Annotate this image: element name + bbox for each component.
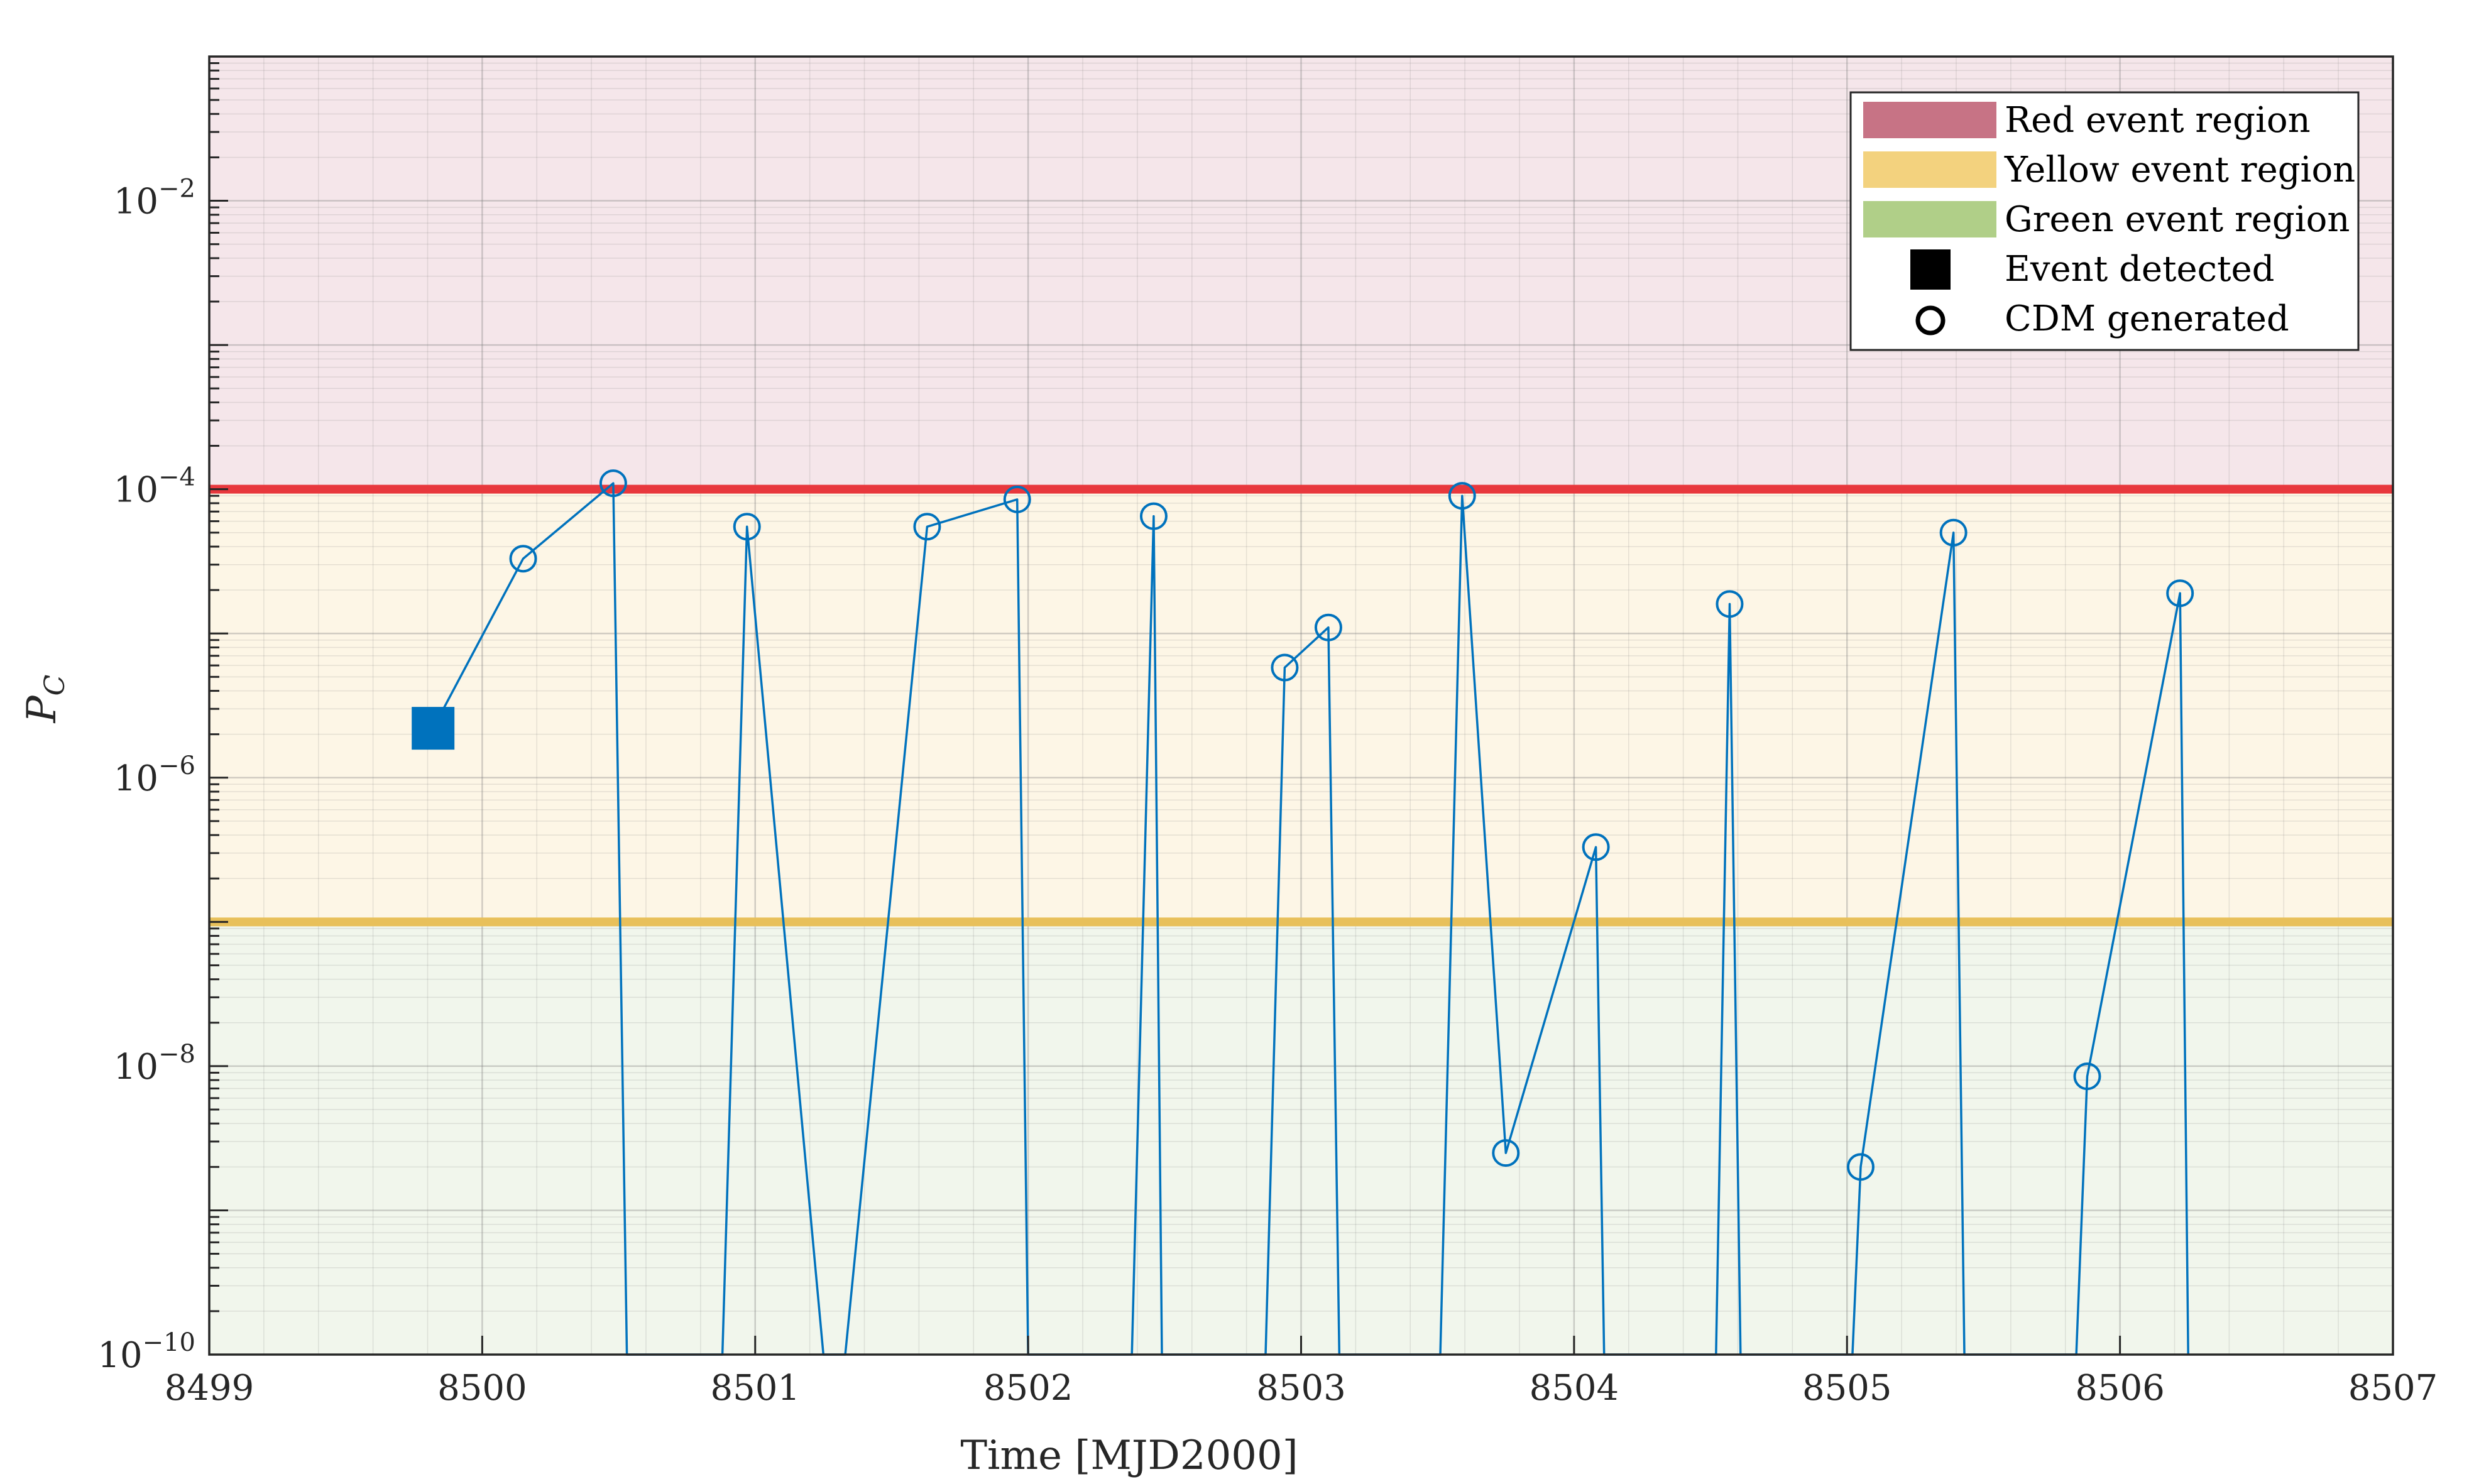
x-tick-label: 8503 xyxy=(1256,1368,1346,1409)
legend-circle-marker xyxy=(1915,305,1946,336)
legend-label: Green event region xyxy=(2005,199,2350,240)
y-tick-label: 10−10 xyxy=(97,1328,195,1376)
y-tick-label: 10−4 xyxy=(114,463,195,511)
y-tick-label-base: 10 xyxy=(114,1047,158,1088)
event-detected-marker xyxy=(412,707,455,750)
x-tick-label: 8505 xyxy=(1802,1368,1892,1409)
legend-label: Event detected xyxy=(2005,249,2275,290)
x-tick-label: 8504 xyxy=(1530,1368,1619,1409)
pc-series xyxy=(412,469,2194,1356)
cdm-marker xyxy=(1314,613,1342,641)
y-tick-label-exponent: −4 xyxy=(158,463,195,492)
cdm-marker xyxy=(599,469,627,498)
threshold-lines xyxy=(209,484,2393,927)
y-tick-label-base: 10 xyxy=(114,758,158,799)
pc-line xyxy=(432,482,2189,1356)
y-tick-label-exponent: −8 xyxy=(158,1040,195,1069)
cdm-marker xyxy=(1271,653,1299,682)
x-tick-label: 8500 xyxy=(437,1368,527,1409)
legend-swatch xyxy=(1863,201,1996,237)
cdm-marker xyxy=(1492,1139,1520,1167)
legend-swatch xyxy=(1863,102,1996,138)
cdm-marker xyxy=(733,513,761,541)
cdm-marker xyxy=(913,513,941,541)
y-tick-label-base: 10 xyxy=(97,1335,142,1376)
cdm-marker xyxy=(1003,485,1031,513)
legend-square-marker xyxy=(1910,249,1951,290)
y-tick-label: 10−6 xyxy=(114,751,195,799)
x-tick-label: 8499 xyxy=(165,1368,255,1409)
y-tick-label-base: 10 xyxy=(114,182,158,222)
x-tick-labels: 8499 8500 8501 8502 8503 8504 8505 8506 8507 xyxy=(165,1368,2438,1409)
region-band-2 xyxy=(209,922,2393,1355)
cdm-marker xyxy=(2166,579,2194,608)
y-tick-label-exponent: −2 xyxy=(158,175,195,204)
legend-label: Yellow event region xyxy=(2004,150,2355,190)
y-tick-label-exponent: −10 xyxy=(143,1328,195,1357)
y-tick-label: 10−8 xyxy=(114,1040,195,1088)
y-axis-title: PC xyxy=(19,675,71,724)
x-tick-label: 8501 xyxy=(710,1368,800,1409)
legend: Red event region Yellow event region Green… xyxy=(1849,91,2360,351)
cdm-marker xyxy=(1846,1153,1875,1181)
cdm-marker xyxy=(1139,502,1168,530)
axes xyxy=(208,55,2394,1356)
cdm-marker xyxy=(1939,518,1968,547)
y-tick-label: 10−2 xyxy=(114,175,195,222)
x-tick-label: 8506 xyxy=(2075,1368,2165,1409)
legend-label: CDM generated xyxy=(2005,298,2289,339)
legend-swatch xyxy=(1863,151,1996,188)
y-tick-label-base: 10 xyxy=(114,470,158,511)
x-tick-label: 8507 xyxy=(2348,1368,2438,1409)
cdm-marker xyxy=(1582,833,1610,861)
region-band-1 xyxy=(209,489,2393,922)
cdm-marker xyxy=(509,545,537,573)
y-axis-title-subscript: C xyxy=(39,675,71,696)
legend-label: Red event region xyxy=(2005,100,2311,141)
cdm-marker xyxy=(1448,482,1476,510)
cdm-marker xyxy=(1716,590,1744,618)
x-tick-label: 8502 xyxy=(983,1368,1073,1409)
y-tick-label-exponent: −6 xyxy=(158,751,195,780)
y-axis-title-main: P xyxy=(19,695,65,723)
cdm-marker xyxy=(2073,1062,2101,1091)
x-axis-title: Time [MJD2000] xyxy=(960,1432,1298,1479)
